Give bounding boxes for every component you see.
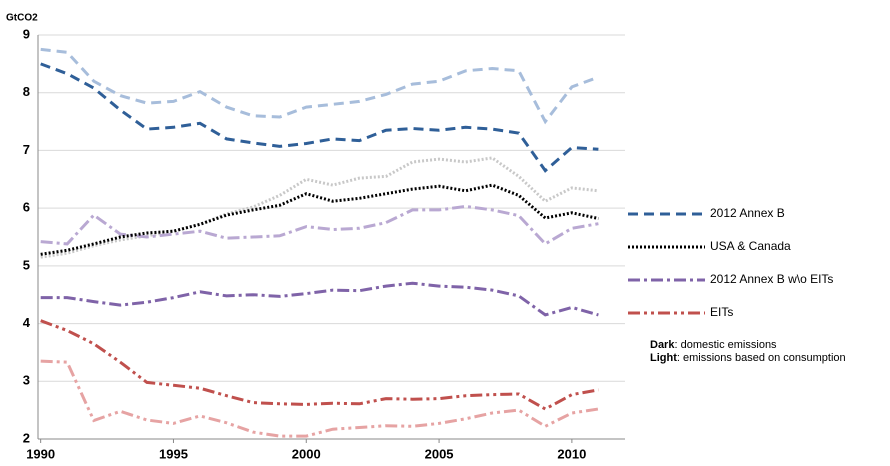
y-axis-label: GtCO2: [6, 13, 38, 24]
x-tick-label: 2010: [557, 446, 586, 461]
x-tick-label: 1990: [26, 446, 55, 461]
series-line: [40, 204, 599, 246]
legend-label: EITs: [710, 305, 733, 319]
series-line: [40, 47, 599, 125]
legend-label: 2012 Annex B: [710, 206, 785, 220]
annotation-bold: Light: [650, 352, 677, 364]
series-line: [40, 359, 599, 438]
y-tick-label: 3: [23, 373, 30, 388]
series-line: [40, 62, 599, 173]
annotation-text: : emissions based on consumption: [677, 352, 846, 364]
series-line: [40, 319, 599, 411]
legend-label: USA & Canada: [710, 239, 791, 253]
annotation: Dark: domestic emissions: [650, 339, 777, 351]
x-tick-label: 2000: [292, 446, 321, 461]
x-tick-label: 1995: [159, 446, 188, 461]
x-tick-label: 2005: [425, 446, 454, 461]
y-tick-label: 2: [23, 430, 30, 445]
y-tick-label: 6: [23, 200, 30, 215]
legend-label: 2012 Annex B w\o EITs: [710, 272, 833, 286]
annotation: Light: emissions based on consumption: [650, 352, 846, 364]
series-line: [40, 156, 599, 259]
y-tick-label: 7: [23, 142, 30, 157]
series-line: [40, 183, 599, 256]
y-tick-label: 5: [23, 257, 30, 272]
y-tick-label: 4: [23, 315, 31, 330]
series-line: [40, 281, 599, 317]
annotation-text: : domestic emissions: [674, 339, 777, 351]
y-tick-label: 9: [23, 26, 30, 41]
annotation-bold: Dark: [650, 339, 675, 351]
y-tick-label: 8: [23, 84, 30, 99]
